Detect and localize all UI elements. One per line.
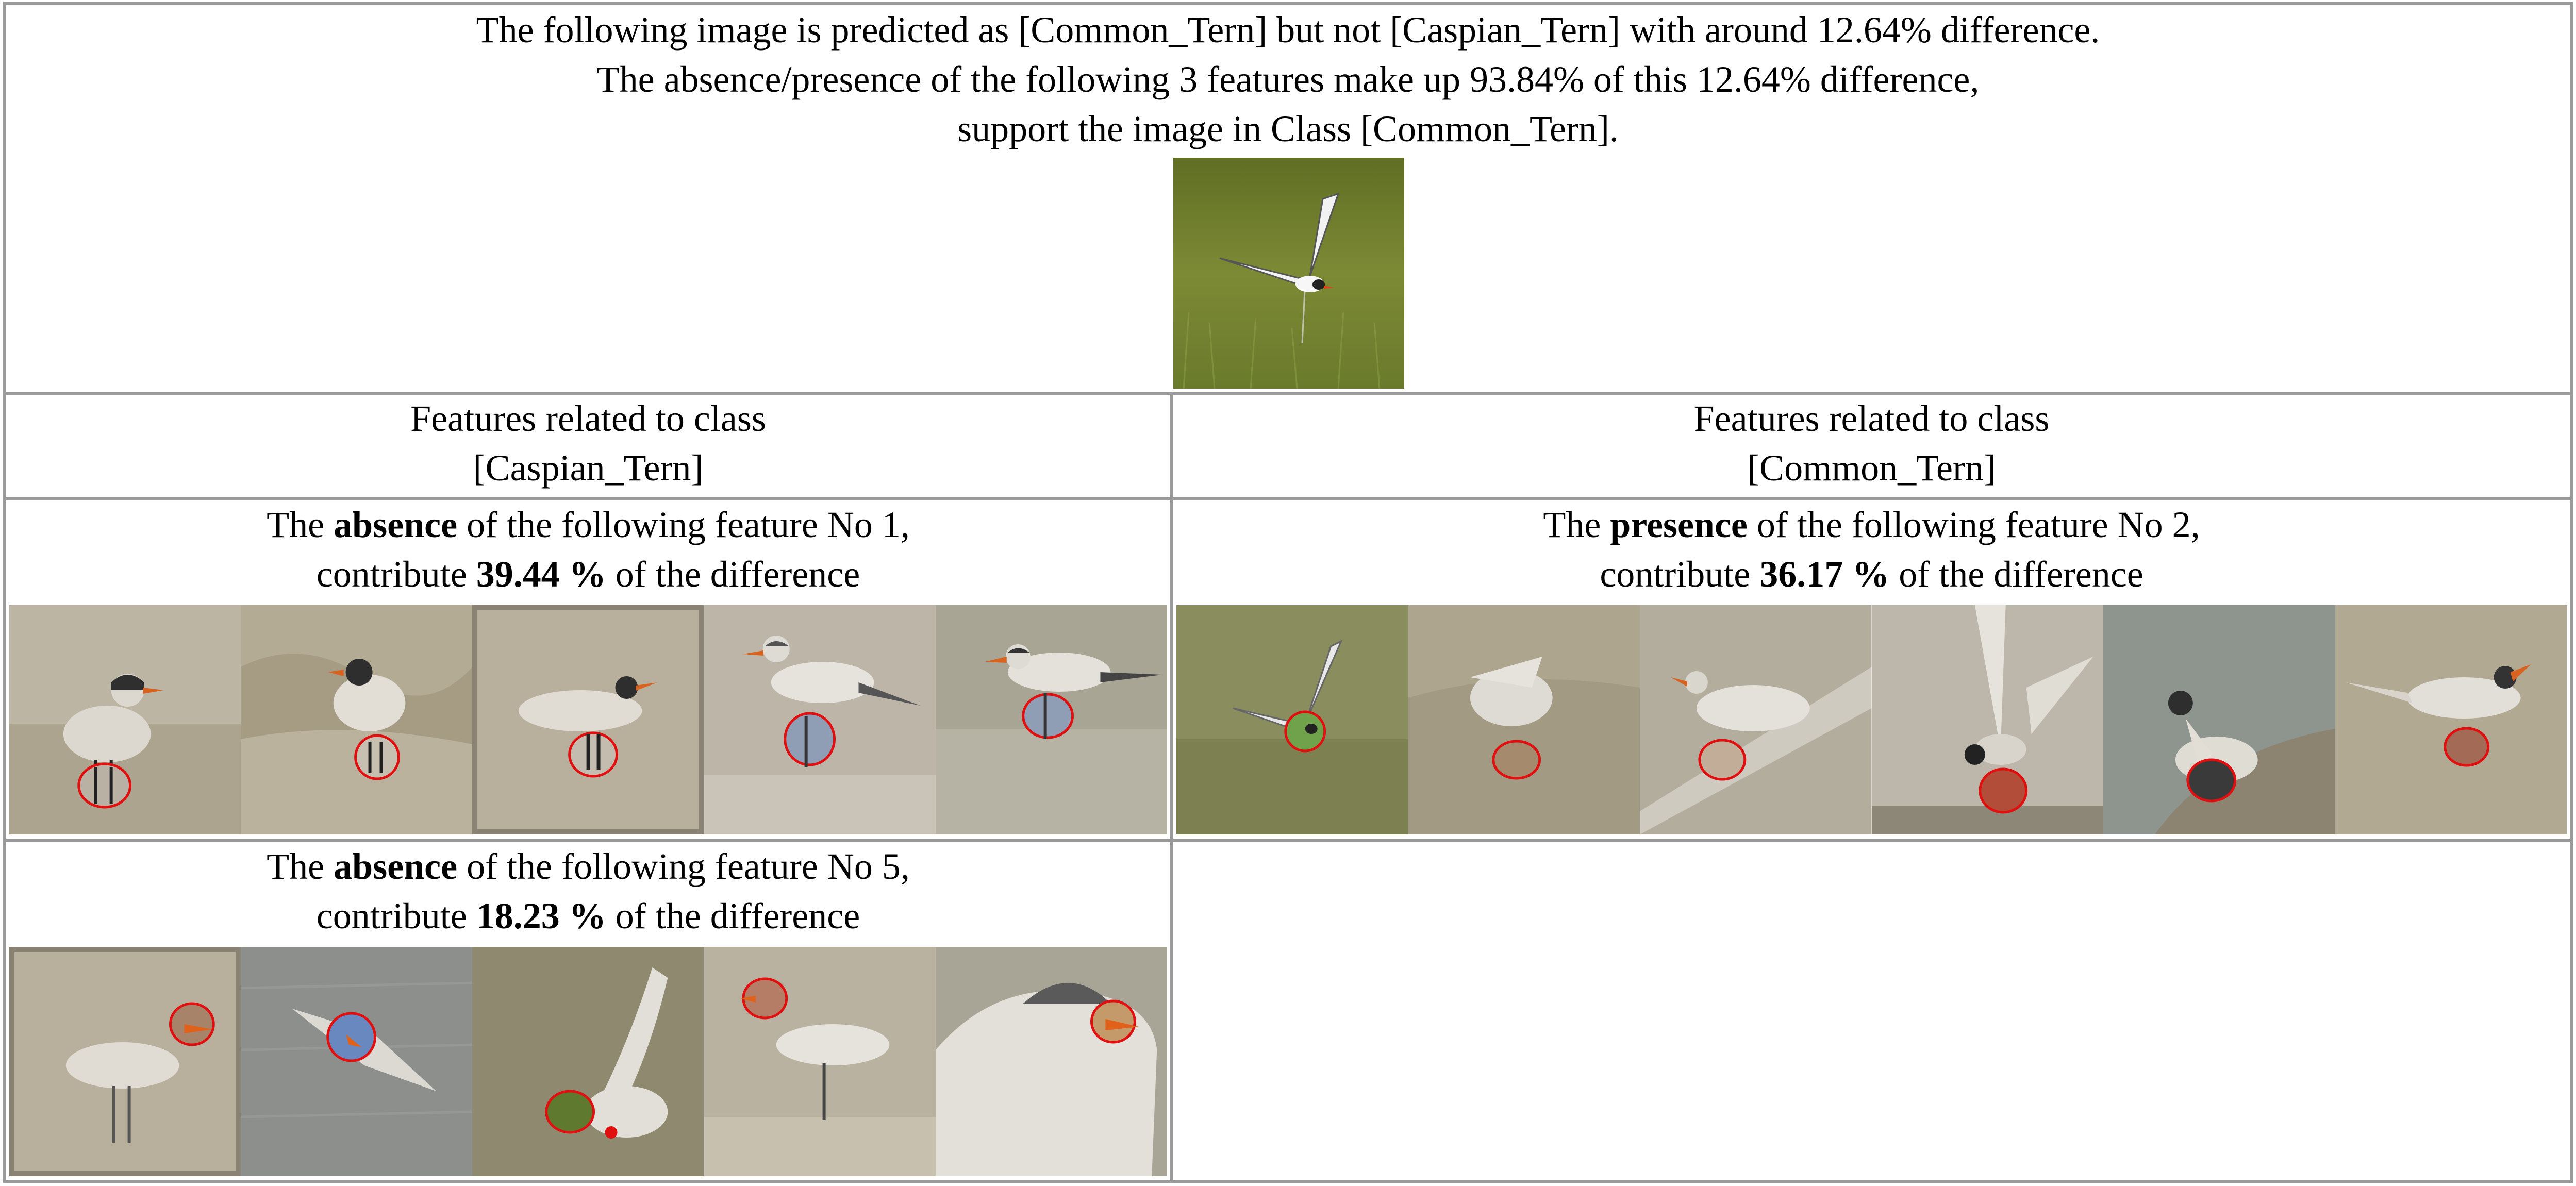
feature-1-contrib-suffix: of the difference	[606, 554, 860, 595]
feature-1-image-strip	[9, 605, 1168, 834]
left-column-header-line-1: Features related to class	[410, 398, 766, 439]
feature-thumbnail	[241, 605, 473, 834]
feature-5-keyword: absence	[334, 846, 458, 887]
feature-2-percent: 36.17 %	[1759, 554, 1890, 595]
feature-thumbnail	[1640, 605, 1872, 834]
feature-thumbnail	[472, 605, 704, 834]
feature-thumbnail	[1408, 605, 1640, 834]
row-divider-header	[3, 392, 2573, 395]
feature-5-contribution: contribute 18.23 % of the difference	[6, 891, 1170, 941]
header-line-3: support the image in Class [Common_Tern]…	[957, 108, 1619, 149]
feature-5-percent: 18.23 %	[476, 895, 606, 937]
feature-2-contribution: contribute 36.17 % of the difference	[1173, 549, 2570, 599]
feature-2-contrib-prefix: contribute	[1600, 554, 1760, 595]
feature-thumbnail	[2103, 605, 2335, 834]
column-divider	[1170, 392, 1173, 1183]
feature-1-suffix: of the following feature No 1,	[457, 504, 910, 545]
feature-thumbnail	[935, 605, 1168, 834]
left-column-header-line-2: [Caspian_Tern]	[473, 447, 704, 489]
header-line-1: The following image is predicted as [Com…	[476, 9, 2100, 51]
feature-thumbnail	[704, 605, 936, 834]
feature-thumbnail	[241, 947, 473, 1176]
feature-1-percent: 39.44 %	[476, 554, 606, 595]
header-line-2: The absence/presence of the following 3 …	[596, 59, 1980, 100]
feature-2-prefix: The	[1543, 504, 1610, 545]
feature-2-contrib-suffix: of the difference	[1889, 554, 2143, 595]
feature-1-contribution: contribute 39.44 % of the difference	[6, 549, 1170, 599]
feature-1-contrib-prefix: contribute	[316, 554, 476, 595]
feature-2-suffix: of the following feature No 2,	[1747, 504, 2200, 545]
feature-thumbnail	[472, 947, 704, 1176]
feature-5-prefix: The	[267, 846, 334, 887]
feature-5-image-strip	[9, 947, 1168, 1176]
feature-1-prefix: The	[267, 504, 334, 545]
feature-thumbnail	[935, 947, 1168, 1176]
right-column-header-line-2: [Common_Tern]	[1747, 447, 1996, 489]
row-divider-features	[3, 839, 2573, 842]
feature-1-description: The absence of the following feature No …	[6, 500, 1170, 549]
feature-5-contrib-prefix: contribute	[316, 895, 476, 937]
feature-thumbnail	[2335, 605, 2567, 834]
right-column-header-line-1: Features related to class	[1693, 398, 2050, 439]
feature-thumbnail	[704, 947, 936, 1176]
feature-5-description: The absence of the following feature No …	[6, 842, 1170, 891]
feature-thumbnail	[1176, 605, 1408, 834]
explanation-table	[3, 2, 2573, 1183]
predicted-bird-image	[1173, 158, 1404, 389]
feature-2-keyword: presence	[1610, 504, 1748, 545]
feature-thumbnail	[1871, 605, 2103, 834]
row-divider-columns	[3, 497, 2573, 500]
feature-5-suffix: of the following feature No 5,	[457, 846, 910, 887]
feature-thumbnail	[9, 605, 241, 834]
feature-5-contrib-suffix: of the difference	[606, 895, 860, 937]
feature-2-image-strip	[1176, 605, 2567, 834]
feature-thumbnail	[9, 947, 241, 1176]
feature-2-description: The presence of the following feature No…	[1173, 500, 2570, 549]
feature-1-keyword: absence	[334, 504, 458, 545]
